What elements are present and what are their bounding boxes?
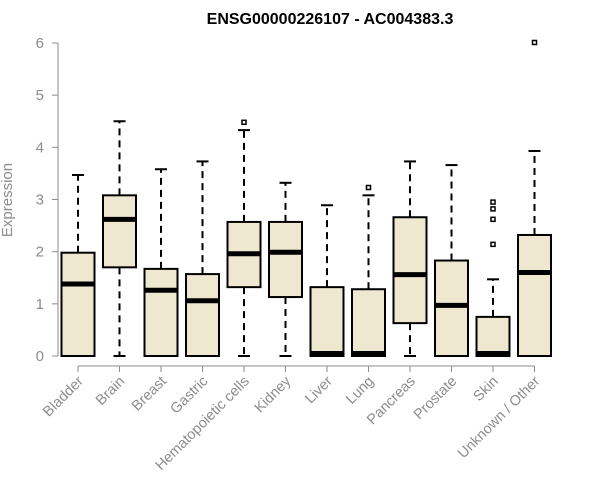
x-tick-label: Prostate xyxy=(411,374,460,423)
box-iqr xyxy=(60,251,96,358)
box-breast xyxy=(143,168,179,357)
y-tick-label: 3 xyxy=(36,192,44,209)
x-tick-label: Skin xyxy=(471,374,502,405)
box-iqr xyxy=(143,267,179,357)
x-tick-label: Bladder xyxy=(40,373,87,420)
box-iqr xyxy=(351,288,386,357)
y-tick-label: 1 xyxy=(36,296,44,313)
box-brain xyxy=(102,120,137,357)
box-iqr xyxy=(392,216,428,325)
box-iqr xyxy=(102,194,137,269)
y-tick-label: 6 xyxy=(36,35,44,52)
box-liver xyxy=(309,204,345,358)
outlier-point xyxy=(490,216,496,223)
outlier-point xyxy=(531,39,538,46)
box-lung xyxy=(351,184,386,357)
box-prostate xyxy=(434,164,469,357)
x-tick-label: Brain xyxy=(93,374,128,409)
y-tick-label: 0 xyxy=(36,348,44,365)
box-pancreas xyxy=(392,160,428,357)
y-tick-label: 2 xyxy=(36,244,44,261)
y-axis: 0 1 2 3 4 5 6 xyxy=(36,35,59,365)
box-skin xyxy=(475,199,511,357)
outlier-point xyxy=(490,199,496,205)
outlier-point xyxy=(490,206,496,212)
x-tick-label: Liver xyxy=(302,373,336,407)
y-tick-label: 4 xyxy=(36,139,44,156)
outlier-point xyxy=(490,241,496,248)
chart-title: ENSG00000226107 - AC004383.3 xyxy=(207,11,454,28)
box-iqr xyxy=(517,233,552,357)
box-hematopoietic-cells xyxy=(226,119,262,357)
box-unknown-other xyxy=(517,39,552,357)
box-iqr xyxy=(475,315,511,357)
y-tick-label: 5 xyxy=(36,87,44,104)
y-axis-label: Expression xyxy=(0,163,16,237)
outlier-point xyxy=(365,184,372,191)
box-series xyxy=(60,39,552,358)
box-gastric xyxy=(185,160,220,357)
box-iqr xyxy=(268,220,303,299)
x-tick-label: Lung xyxy=(343,374,377,408)
x-tick-label: Breast xyxy=(129,374,170,415)
box-bladder xyxy=(60,173,96,358)
box-iqr xyxy=(185,273,220,357)
box-kidney xyxy=(268,181,303,357)
box-iqr xyxy=(434,259,469,357)
box-iqr xyxy=(309,286,345,358)
outlier-point xyxy=(241,119,247,126)
x-tick-label: Kidney xyxy=(252,373,295,416)
